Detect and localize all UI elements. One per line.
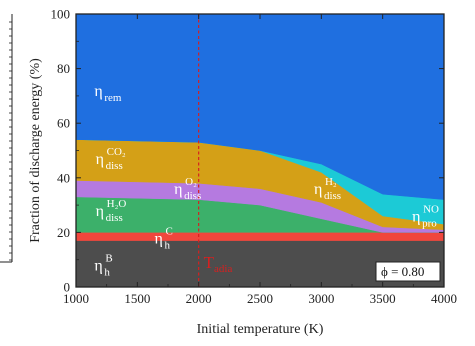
- label-eta-no: η pro NO: [412, 203, 439, 229]
- x-tick-label: 2000: [186, 291, 212, 306]
- eta-subscript: rem: [104, 92, 122, 104]
- adjacent-panel-edge: [0, 14, 13, 263]
- eta-subscript: h: [104, 267, 110, 279]
- eta-superscript: CO₂: [107, 146, 126, 158]
- eta-subscript: h: [165, 239, 171, 251]
- label-eta-o2: η diss O₂: [174, 176, 201, 202]
- t-adia-label: Tadia: [204, 253, 233, 275]
- eta-superscript: H₂: [325, 176, 337, 188]
- eta-subscript: diss: [324, 190, 341, 202]
- phi-legend-box: ϕ = 0.80: [375, 261, 441, 282]
- x-tick-label: 4000: [431, 291, 457, 306]
- y-tick-label: 0: [64, 280, 71, 295]
- x-tick-label: 3000: [308, 291, 334, 306]
- label-eta-hc: η hC: [155, 225, 173, 251]
- label-eta-rem: η rem: [94, 83, 122, 104]
- label-eta-h2o: η diss H₂O: [96, 198, 127, 224]
- eta-superscript: O₂: [185, 176, 197, 188]
- x-tick-label: 1000: [63, 291, 89, 306]
- reference-line-group: Tadia: [198, 14, 233, 287]
- y-axis-title: Fraction of discharge energy (%): [28, 58, 43, 243]
- label-eta-hb: η hB: [94, 253, 112, 279]
- eta-symbol: η: [96, 151, 104, 168]
- area-eta-h-C: [75, 232, 445, 241]
- eta-subscript: diss: [106, 212, 123, 224]
- eta-superscript: C: [166, 225, 173, 237]
- y-tick-label: 80: [57, 61, 70, 76]
- x-tick-label: 1500: [124, 291, 150, 306]
- eta-symbol: η: [96, 203, 104, 220]
- eta-subscript: diss: [184, 190, 201, 202]
- x-axis-ticks: 1000 1500 2000 2500 3000 3500 4000: [63, 14, 457, 306]
- phi-label: ϕ = 0.80: [381, 264, 424, 279]
- label-eta-co2: η diss CO₂: [96, 146, 126, 172]
- y-tick-label: 100: [51, 7, 71, 22]
- eta-subscript: diss: [106, 160, 123, 172]
- eta-symbol: η: [174, 181, 182, 198]
- eta-symbol: η: [412, 208, 420, 225]
- eta-superscript: B: [105, 253, 112, 265]
- eta-symbol: η: [94, 83, 102, 100]
- x-axis-title: Initial temperature (K): [197, 322, 324, 337]
- eta-superscript: H₂O: [107, 198, 127, 210]
- eta-symbol: η: [155, 230, 163, 247]
- y-tick-label: 40: [57, 170, 70, 185]
- label-eta-h2: η diss H₂: [314, 176, 341, 202]
- area-series-group: [75, 13, 445, 288]
- x-tick-label: 3500: [370, 291, 396, 306]
- y-axis-ticks: 0 20 40 60 80 100: [51, 7, 444, 295]
- x-tick-label: 2500: [247, 291, 273, 306]
- y-tick-label: 60: [57, 116, 70, 131]
- eta-symbol: η: [94, 258, 102, 275]
- y-tick-label: 20: [57, 225, 70, 240]
- eta-subscript: pro: [422, 217, 437, 229]
- eta-superscript: NO: [423, 203, 439, 215]
- eta-symbol: η: [314, 181, 322, 198]
